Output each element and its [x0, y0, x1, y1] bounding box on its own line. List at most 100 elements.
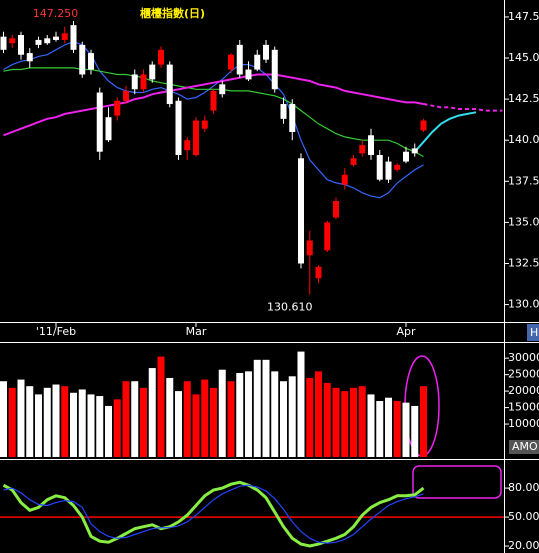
- volume-bar: [157, 356, 165, 457]
- y-tick-label: 30000: [508, 351, 539, 364]
- y-tick-label: 20000: [508, 384, 539, 397]
- volume-bar: [358, 386, 366, 457]
- volume-bar: [402, 402, 410, 457]
- candle-body: [140, 74, 147, 90]
- volume-bar: [218, 369, 226, 457]
- volume-bar: [166, 377, 174, 457]
- candle-body: [271, 49, 278, 90]
- candle-body: [193, 120, 199, 156]
- line: [414, 111, 477, 153]
- y-tick-label: 135.0: [508, 215, 539, 228]
- candle-body: [166, 64, 173, 105]
- candle-body: [315, 266, 322, 279]
- volume-bar: [78, 389, 86, 457]
- line: [2, 480, 425, 548]
- candle-body: [236, 44, 243, 75]
- candle-body: [368, 135, 374, 156]
- volume-bar: [288, 376, 296, 457]
- candle-body: [61, 33, 68, 40]
- volume-bar: [385, 397, 392, 457]
- candle-body: [341, 174, 348, 185]
- candle-body: [219, 84, 226, 95]
- volume-bar: [315, 371, 322, 457]
- volume-bar: [376, 401, 384, 457]
- volume-bar: [43, 387, 51, 457]
- candle-body: [175, 100, 182, 156]
- volume-bar: [26, 386, 34, 457]
- candle-body: [201, 120, 208, 129]
- corner-label: H: [530, 326, 538, 339]
- y-tick-label: 147.5: [508, 10, 539, 23]
- candle-body: [324, 222, 331, 251]
- y-tick-label: 20.00: [508, 539, 539, 552]
- y-tick-label: 25000: [508, 368, 539, 381]
- candle-body: [114, 100, 121, 116]
- volume-bar: [148, 368, 156, 457]
- x-tick-label: Mar: [186, 325, 207, 338]
- candle-body: [298, 158, 304, 264]
- volume-bar: [105, 405, 112, 457]
- volume-bar: [52, 384, 60, 457]
- volume-bar: [227, 381, 235, 457]
- candle-body: [350, 158, 357, 165]
- y-tick-label: 50.00: [508, 510, 539, 523]
- line: [3, 484, 424, 544]
- volume-bar: [8, 387, 16, 457]
- volume-bar: [420, 386, 427, 457]
- x-tick-label: Apr: [396, 325, 416, 338]
- candle-body: [35, 39, 42, 45]
- candle-body: [420, 120, 427, 131]
- candle-body: [18, 35, 24, 55]
- candle-body: [131, 74, 138, 90]
- volume-bar: [323, 382, 331, 457]
- candle-body: [210, 90, 217, 111]
- volume-bar: [411, 405, 419, 457]
- volume-bar: [332, 387, 340, 457]
- candle-body: [44, 38, 51, 44]
- candle-body: [289, 104, 296, 132]
- candle-body: [403, 151, 409, 162]
- y-tick-label: 15000: [508, 401, 539, 414]
- y-tick-label: 130.0: [508, 298, 539, 311]
- candle-body: [385, 161, 392, 180]
- volume-bar: [122, 381, 130, 457]
- y-tick-label: 137.5: [508, 174, 539, 187]
- volume-bar: [393, 401, 401, 457]
- candle-body: [228, 54, 234, 70]
- volume-axis-label: AMO: [512, 440, 538, 453]
- y-tick-label: 140.0: [508, 133, 539, 146]
- candle-body: [254, 54, 261, 70]
- volume-bar: [367, 394, 375, 457]
- volume-bar: [96, 396, 104, 457]
- candle-body: [96, 92, 103, 152]
- candle-body: [88, 53, 94, 70]
- candle-body: [26, 53, 33, 62]
- low-label: 130.610: [267, 301, 313, 314]
- x-tick-label: '11/Feb: [36, 325, 76, 338]
- y-tick-label: 142.5: [508, 92, 539, 105]
- volume-bar: [210, 387, 217, 457]
- candle-body: [149, 64, 156, 80]
- y-tick-label: 132.5: [508, 256, 539, 269]
- line: [3, 73, 424, 137]
- candle-body: [245, 69, 252, 80]
- line: [423, 103, 503, 112]
- candle-body: [263, 44, 269, 60]
- volume-bar: [262, 359, 270, 457]
- candle-body: [394, 164, 401, 170]
- volume-bar: [192, 394, 200, 457]
- candle-body: [359, 145, 366, 154]
- volume-bar: [175, 391, 182, 457]
- candle-body: [158, 49, 164, 65]
- candle-body: [376, 155, 383, 180]
- candle-body: [0, 36, 7, 50]
- candle-body: [105, 117, 112, 141]
- volume-bar: [35, 394, 42, 457]
- chart-title: 櫃檯指數(日): [140, 6, 205, 20]
- volume-bar: [253, 359, 261, 457]
- candle-body: [123, 90, 129, 101]
- y-tick-label: 80.00: [508, 481, 539, 494]
- candle-body: [411, 148, 418, 154]
